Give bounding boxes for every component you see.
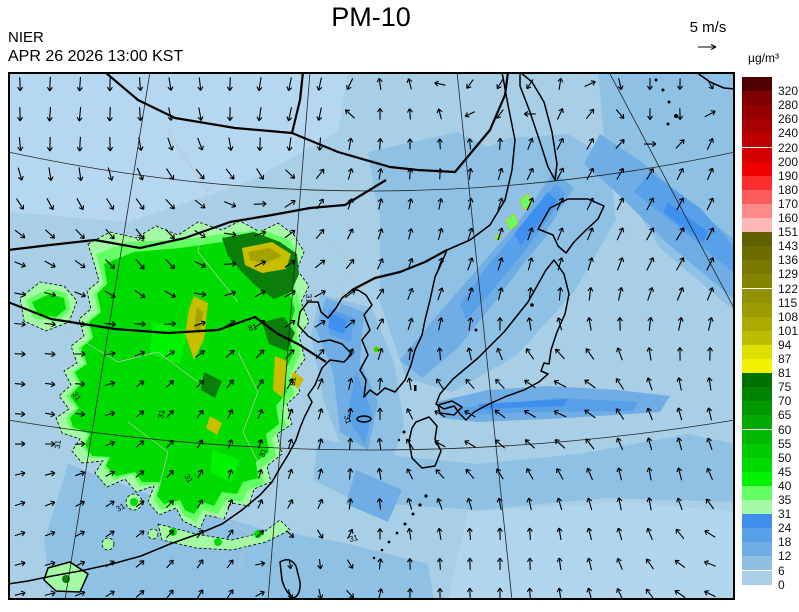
colorbar-band xyxy=(742,288,772,303)
contour-value-label: 31 xyxy=(53,439,63,449)
colorbar-tick-label: 70 xyxy=(778,394,792,409)
colorbar-tick-label: 94 xyxy=(778,337,792,352)
contour-value-label: 81 xyxy=(288,376,298,386)
colorbar-band xyxy=(742,415,772,430)
colorbar-tick-label: 136 xyxy=(778,253,799,268)
colorbar-tick-label: 12 xyxy=(778,549,792,564)
colorbar-band xyxy=(742,189,772,204)
graticule-layer xyxy=(8,72,735,600)
colorbar-tick-label: 75 xyxy=(778,380,792,395)
colorbar-band xyxy=(742,359,772,374)
wind-scale-label: 5 m/s xyxy=(689,19,727,36)
colorbar-band xyxy=(742,119,772,134)
colorbar-band xyxy=(742,330,772,345)
colorbar-band xyxy=(742,429,772,444)
contour-value-label: 31 xyxy=(342,414,353,425)
colorbar-tick-label: 35 xyxy=(778,493,792,507)
colorbar-tick-label: 220 xyxy=(778,140,799,155)
colorbar-tick-label: 260 xyxy=(778,112,799,127)
colorbar-tick-label: 190 xyxy=(778,168,799,183)
colorbar-tick-label: 24 xyxy=(778,521,792,536)
colorbar-band xyxy=(742,105,772,120)
contour-value-label: 31 xyxy=(257,447,269,459)
colorbar-tick-label: 115 xyxy=(778,295,798,310)
colorbar-tick-label: 200 xyxy=(778,154,799,169)
colorbar-band xyxy=(742,556,772,571)
pm-field-layer xyxy=(8,72,735,600)
colorbar-tick-label: 143 xyxy=(778,239,799,254)
colorbar-tick-label: 129 xyxy=(778,267,799,282)
colorbar-tick-label: 60 xyxy=(778,422,792,437)
contour-value-label: 31 xyxy=(156,408,167,419)
colorbar-band xyxy=(742,457,772,472)
colorbar-tick-label: 101 xyxy=(778,323,799,338)
colorbar-band xyxy=(742,77,772,92)
colorbar-tick-label: 50 xyxy=(778,450,792,465)
colorbar-band xyxy=(742,246,772,261)
colorbar-tick-label: 45 xyxy=(778,464,792,479)
province-border-layer xyxy=(67,131,349,573)
colorbar-band xyxy=(742,302,772,317)
colorbar-band xyxy=(742,401,772,416)
country-border-layer xyxy=(8,72,510,363)
colorbar-tick-label: 170 xyxy=(778,196,799,211)
colorbar-band xyxy=(742,443,772,458)
colorbar-band xyxy=(742,528,772,543)
colorbar-band xyxy=(742,471,772,486)
colorbar-tick-label: 108 xyxy=(778,309,799,324)
org-label: NIER xyxy=(8,29,44,46)
wind-scale-arrow-icon xyxy=(698,44,717,50)
colorbar-tick-label: 280 xyxy=(778,98,799,113)
contour-value-label: 31 xyxy=(304,293,314,303)
wind-arrows-layer xyxy=(14,76,716,600)
colorbar-band xyxy=(742,485,772,500)
colorbar-band xyxy=(742,161,772,176)
colorbar-band xyxy=(742,147,772,162)
colorbar-band xyxy=(742,274,772,289)
wind-arrow-glyphs xyxy=(14,76,716,600)
colorbar-band xyxy=(742,344,772,359)
colorbar-tick-label: 240 xyxy=(778,126,799,141)
colorbar-tick-label: 320 xyxy=(778,84,799,99)
colorbar-tick-label: 31 xyxy=(778,507,792,522)
colorbar-tick-label: 65 xyxy=(778,408,792,423)
map-frame xyxy=(8,72,735,600)
colorbar-band xyxy=(742,218,772,233)
colorbar-band xyxy=(742,133,772,148)
colorbar-tick-label: 122 xyxy=(778,281,799,296)
colorbar-tick-label: 180 xyxy=(778,182,799,197)
colorbar-band xyxy=(742,175,772,190)
contour-value-label: 81 xyxy=(247,322,258,333)
page-title: PM-10 xyxy=(331,2,411,32)
colorbar-band xyxy=(742,203,772,218)
colorbar-band xyxy=(742,260,772,275)
island-dots-layer xyxy=(372,78,678,560)
colorbar-tick-label: 6 xyxy=(778,563,785,578)
colorbar-band xyxy=(742,232,772,247)
colorbar-band xyxy=(742,373,772,388)
colorbar-tick-label: 40 xyxy=(778,478,792,493)
colorbar-legend: 320 280 260 240 220 200 190 180 170 160 151 143 136 1… xyxy=(742,77,799,592)
contour-value-label: 31 xyxy=(348,533,359,544)
colorbar-band xyxy=(742,316,772,331)
colorbar-tick-label: 0 xyxy=(778,577,785,592)
colorbar-band xyxy=(742,91,772,106)
colorbar-band xyxy=(742,387,772,402)
datetime-label: APR 26 2026 13:00 KST xyxy=(8,48,184,65)
colorbar-tick-label: 87 xyxy=(778,352,792,366)
colorbar-tick-label: 81 xyxy=(778,366,792,381)
colorbar-band xyxy=(742,542,772,557)
contour-value-label: 31 xyxy=(136,233,147,244)
colorbar-band xyxy=(742,570,772,585)
colorbar-band xyxy=(742,514,772,529)
colorbar-unit: µg/m³ xyxy=(748,51,779,65)
colorbar-band xyxy=(742,500,772,515)
colorbar-tick-label: 55 xyxy=(778,436,792,451)
colorbar-tick-label: 18 xyxy=(778,535,792,550)
colorbar-tick-label: 151 xyxy=(778,225,799,240)
colorbar-tick-label: 160 xyxy=(778,211,799,225)
